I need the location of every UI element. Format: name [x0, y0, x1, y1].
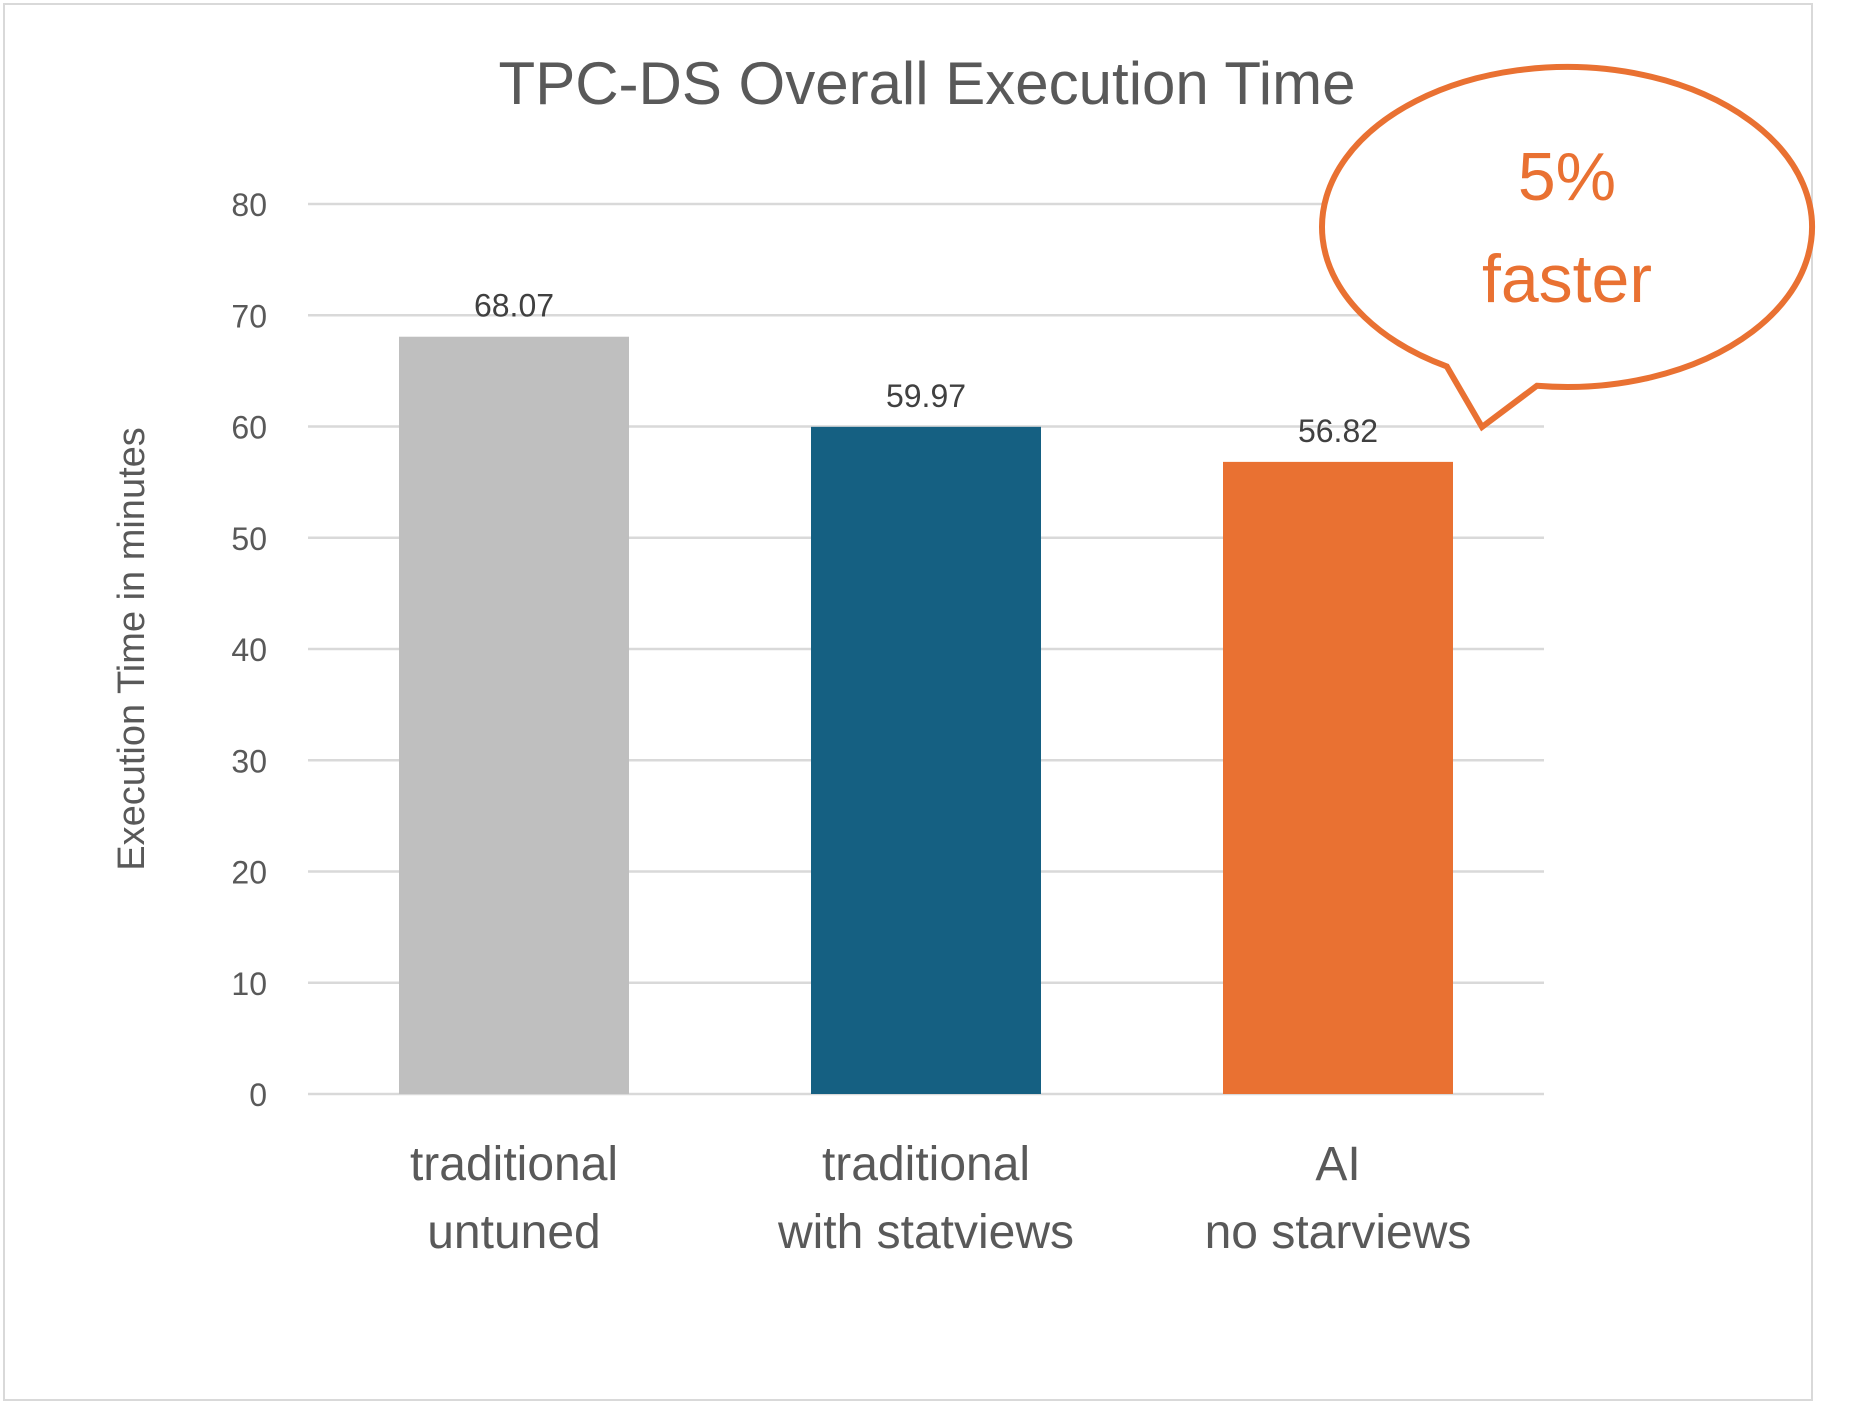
y-tick-label: 10: [231, 966, 267, 1002]
chart-frame: [3, 3, 1813, 1401]
x-category-label: untuned: [427, 1206, 601, 1259]
y-tick-label: 20: [231, 855, 267, 891]
y-tick-label: 40: [231, 632, 267, 668]
y-tick-label: 30: [231, 743, 267, 779]
data-label: 59.97: [886, 378, 966, 414]
y-tick-label: 0: [249, 1077, 267, 1113]
x-category-label: traditional: [410, 1138, 618, 1191]
data-label: 56.82: [1298, 413, 1378, 449]
x-category-label: with statviews: [777, 1206, 1074, 1259]
y-tick-label: 70: [231, 298, 267, 334]
y-axis-label: Execution Time in minutes: [111, 427, 153, 871]
y-tick-label: 80: [231, 187, 267, 223]
y-tick-label: 60: [231, 410, 267, 446]
data-label: 68.07: [474, 288, 554, 324]
x-category-label: no starviews: [1205, 1206, 1472, 1259]
callout-line-2: faster: [1482, 241, 1652, 317]
chart-title: TPC-DS Overall Execution Time: [499, 50, 1356, 117]
bar: [1223, 461, 1453, 1094]
y-tick-label: 50: [231, 521, 267, 557]
bar: [811, 426, 1041, 1094]
x-category-label: AI: [1315, 1138, 1360, 1191]
bar: [399, 336, 629, 1094]
x-category-label: traditional: [822, 1138, 1030, 1191]
callout-line-1: 5%: [1518, 139, 1616, 215]
speech-bubble-shape: [1319, 64, 1815, 432]
speech-bubble-callout: 5% faster: [1319, 64, 1815, 432]
